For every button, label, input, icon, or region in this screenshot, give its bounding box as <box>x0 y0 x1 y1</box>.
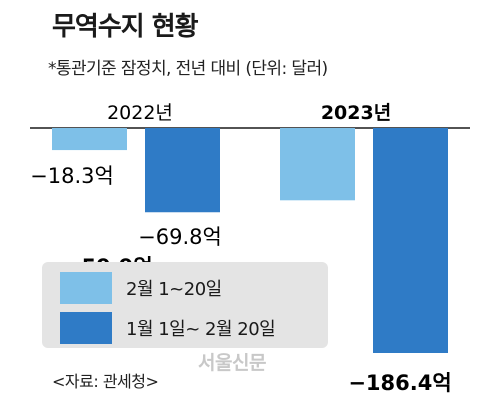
legend-swatch-dark <box>60 312 112 344</box>
legend-item-jan-feb: 1월 1일~ 2월 20일 <box>60 312 276 344</box>
bar-0-1 <box>280 128 355 201</box>
category-label: 2022년 <box>107 102 173 124</box>
bar-1-0 <box>145 128 220 213</box>
bar-1-1 <box>373 128 448 353</box>
legend: 2월 1~20일 1월 1일~ 2월 20일 <box>42 262 328 348</box>
legend-label-feb: 2월 1~20일 <box>126 279 222 300</box>
category-label: 2023년 <box>321 102 391 124</box>
legend-item-feb: 2월 1~20일 <box>60 272 222 304</box>
bar-0-0 <box>52 128 127 151</box>
legend-swatch-light <box>60 272 112 304</box>
publisher-watermark: 서울신문 <box>198 352 266 374</box>
legend-label-jan-feb: 1월 1일~ 2월 20일 <box>126 319 276 340</box>
data-label: −18.3억 <box>30 164 114 188</box>
chart-subtitle: *통관기준 잠정치, 전년 대비 (단위: 달러) <box>48 59 328 79</box>
data-label: −186.4억 <box>348 371 451 395</box>
source-note: <자료: 관세청> <box>52 372 159 391</box>
data-label: −69.8억 <box>138 225 222 249</box>
chart-title: 무역수지 현황 <box>52 12 199 42</box>
